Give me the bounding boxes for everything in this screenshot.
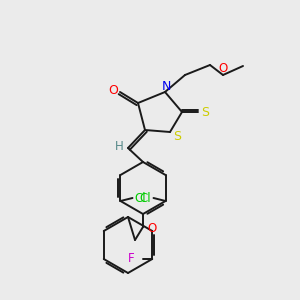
Text: Cl: Cl xyxy=(135,191,146,205)
Text: S: S xyxy=(201,106,209,118)
Text: N: N xyxy=(161,80,171,92)
Text: H: H xyxy=(115,140,123,154)
Text: O: O xyxy=(108,85,118,98)
Text: F: F xyxy=(128,253,135,266)
Text: S: S xyxy=(173,130,181,143)
Text: O: O xyxy=(147,221,157,235)
Text: O: O xyxy=(218,61,228,74)
Text: Cl: Cl xyxy=(140,191,151,205)
